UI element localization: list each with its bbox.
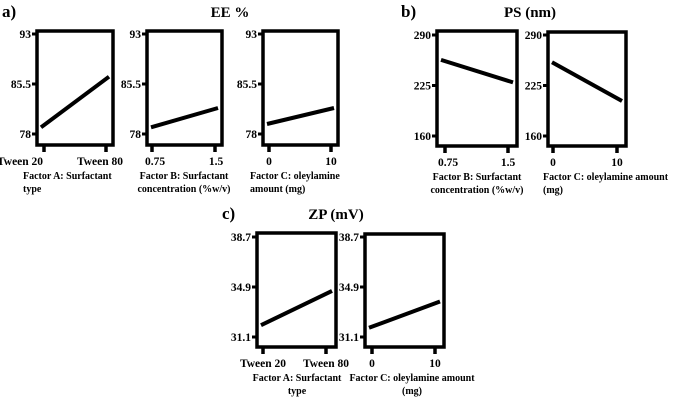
y-tick-label: 38.7	[339, 232, 359, 244]
data-line	[368, 299, 441, 330]
data-line	[260, 289, 333, 327]
plot-frame	[363, 232, 446, 349]
x-tick-label: Tween 80	[303, 358, 349, 370]
plot-b-5: 160 225 290 0 10 Factor C: oleylamine amount (…	[525, 30, 669, 196]
x-tick-label: 1.5	[501, 157, 516, 169]
y-tick-label: 85.5	[121, 79, 141, 91]
plot-frame	[261, 29, 340, 147]
x-axis-label: amount (mg)	[250, 184, 305, 195]
x-axis-label: (mg)	[543, 185, 563, 196]
data-line	[266, 106, 335, 126]
y-tick-label: 78	[246, 129, 258, 141]
x-axis-label: Factor C: oleylamine amount	[543, 172, 669, 183]
plot-b-4: 160 225 290 0.75 1.5 Factor B: Surfactant conc…	[414, 29, 524, 196]
panel-title-a: EE %	[211, 5, 250, 21]
plot-frame	[145, 29, 224, 147]
panel-title-b: PS (nm)	[504, 5, 556, 21]
x-tick-label: 0.75	[438, 157, 458, 169]
x-tick-label: 10	[325, 156, 337, 168]
y-tick-label: 85.5	[11, 79, 31, 91]
y-tick-label: 85.5	[237, 79, 257, 91]
plot-frame	[546, 30, 628, 148]
x-tick-label: Tween 80	[77, 156, 123, 168]
panel-title-c: ZP (mV)	[308, 207, 363, 223]
y-tick-label: 78	[130, 129, 142, 141]
y-tick-label: 31.1	[339, 332, 359, 344]
y-tick-label: 160	[414, 131, 432, 143]
x-axis-label: concentration (%w/v)	[430, 185, 523, 196]
x-axis-label: Factor C: oleylamine	[250, 171, 340, 182]
x-axis-label: (mg)	[402, 386, 422, 397]
panel-label-c: c)	[222, 204, 235, 223]
plot-frame	[255, 231, 338, 349]
x-axis-label: Factor B: Surfactant	[140, 171, 229, 182]
plot-frame	[435, 29, 519, 148]
y-tick-label: 34.9	[231, 282, 251, 294]
data-line	[150, 106, 219, 130]
x-tick-label: 10	[611, 157, 623, 169]
y-tick-label: 38.7	[231, 232, 251, 244]
y-tick-label: 290	[414, 30, 432, 42]
y-tick-label: 34.9	[339, 282, 359, 294]
x-axis-label: Factor A: Surfactant	[23, 171, 112, 182]
x-tick-label: 1.5	[209, 156, 224, 168]
plot-a-2: 78 85.5 93 0.75 1.5 Factor B: Surfactant conce…	[121, 29, 231, 195]
x-tick-label: 0	[266, 156, 272, 168]
plot-a-1: 78 85.5 93 Tween 20 Tween 80 Factor A: Surfac…	[0, 29, 123, 195]
x-axis-label: Factor B: Surfactant	[433, 172, 522, 183]
panel-label-a: a)	[2, 2, 16, 21]
y-tick-label: 93	[246, 29, 258, 41]
data-line	[440, 57, 514, 85]
x-tick-label: 0	[369, 358, 375, 370]
x-axis-label: Factor C: oleylamine amount	[349, 373, 475, 384]
x-axis-label: type	[23, 184, 42, 195]
x-axis-label: concentration (%w/v)	[137, 184, 230, 195]
x-tick-label: 0.75	[145, 156, 165, 168]
data-line	[39, 75, 111, 129]
plot-a-3: 78 85.5 93 0 10 Factor C: oleylamine amount (m…	[237, 29, 340, 195]
x-axis-label: type	[288, 386, 307, 397]
panel-label-b: b)	[401, 2, 416, 21]
data-line	[551, 60, 623, 103]
y-tick-label: 93	[20, 29, 32, 41]
y-tick-label: 225	[414, 81, 432, 93]
plot-c-6: 31.1 34.9 38.7 Tween 20 Tween 80 Factor A: Su…	[231, 231, 349, 397]
x-tick-label: 10	[429, 358, 441, 370]
y-tick-label: 93	[130, 29, 142, 41]
y-tick-label: 160	[525, 131, 543, 143]
plot-frame	[35, 29, 115, 147]
y-tick-label: 31.1	[231, 332, 251, 344]
y-tick-label: 225	[525, 81, 543, 93]
plot-c-7: 31.1 34.9 38.7 0 10 Factor C: oleylamine amou…	[339, 232, 475, 397]
x-tick-label: 0	[550, 157, 556, 169]
x-axis-label: Factor A: Surfactant	[253, 373, 342, 384]
y-tick-label: 78	[20, 129, 32, 141]
x-tick-label: Tween 20	[0, 156, 43, 168]
x-tick-label: Tween 20	[240, 358, 286, 370]
y-tick-label: 290	[525, 30, 543, 42]
